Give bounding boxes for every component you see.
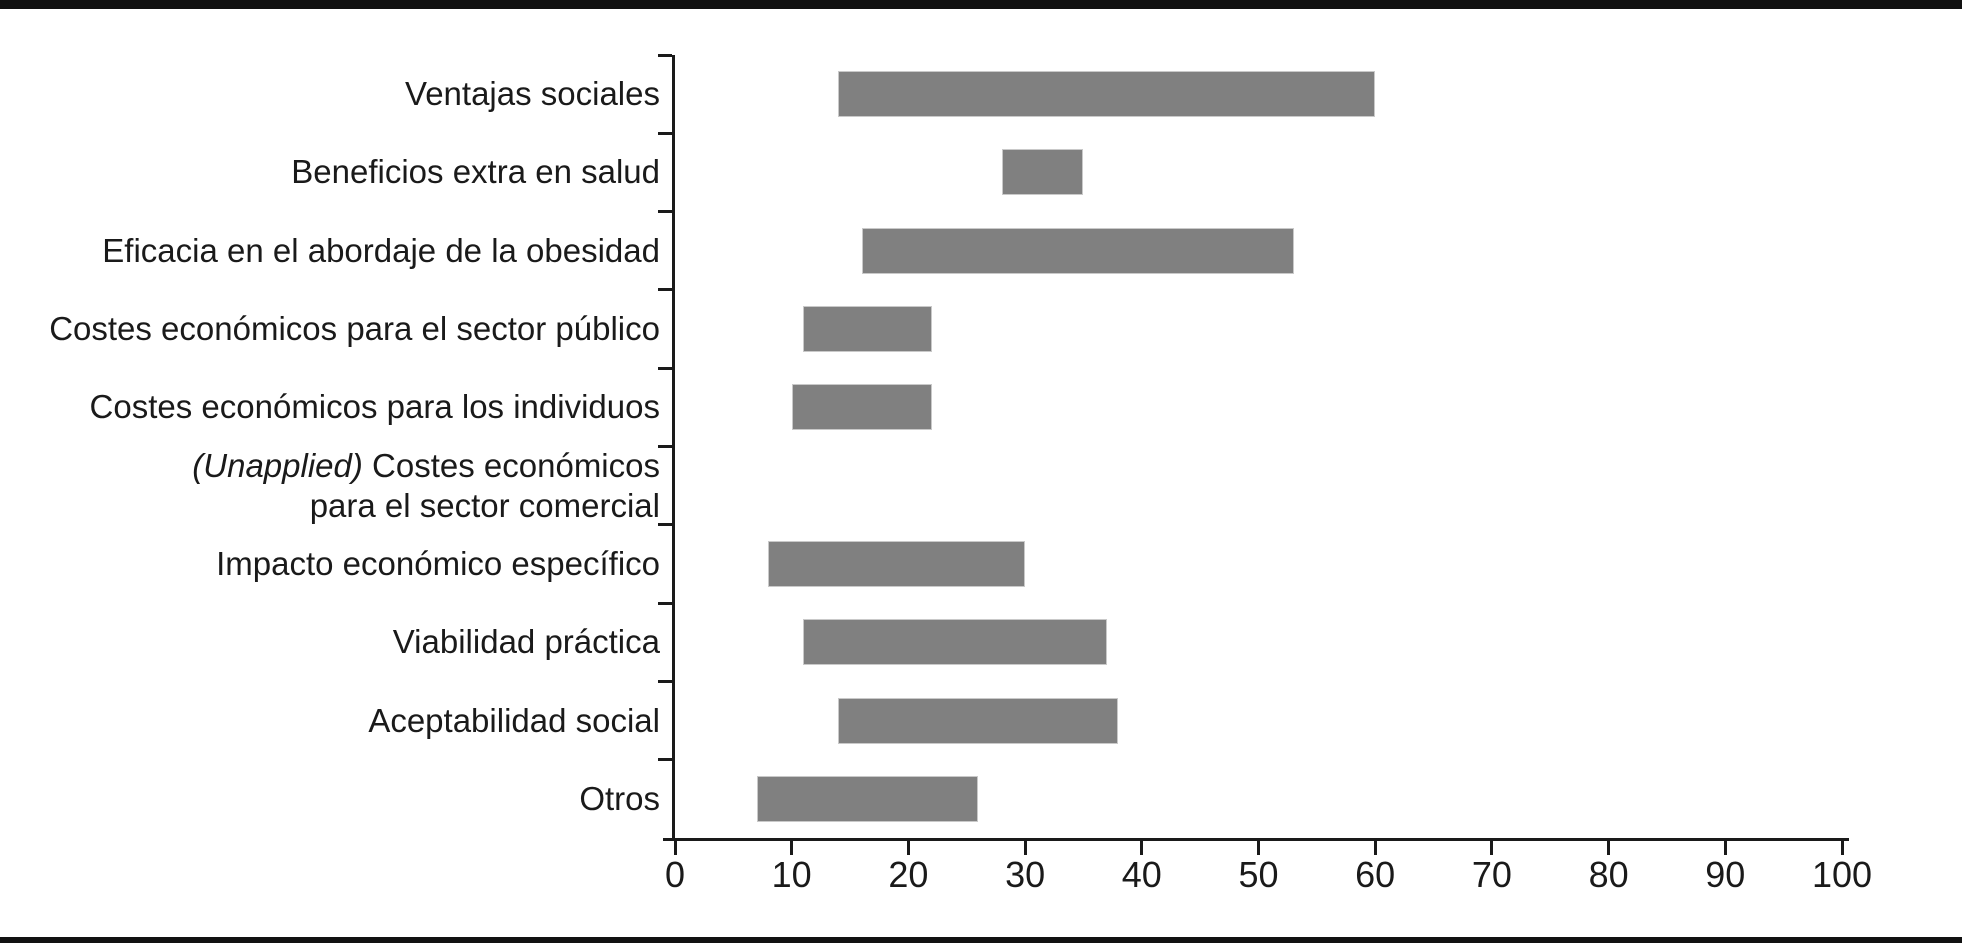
x-tick-label: 30 — [1005, 854, 1046, 895]
category-label-line: Ventajas sociales — [405, 75, 660, 113]
y-axis-line — [672, 55, 675, 838]
x-axis-tick — [1490, 841, 1494, 855]
x-axis-tick — [790, 841, 794, 855]
y-axis-tick — [658, 53, 672, 57]
category-label: Ventajas sociales — [405, 74, 660, 114]
y-axis-tick — [658, 601, 672, 605]
category-label: Aceptabilidad social — [368, 701, 660, 741]
category-label: Beneficios extra en salud — [291, 152, 660, 192]
y-axis-tick — [658, 445, 672, 448]
x-axis-tick — [1607, 841, 1611, 855]
x-axis-tick — [673, 841, 677, 855]
x-tick-label: 80 — [1588, 854, 1629, 895]
x-tick-label: 100 — [1811, 854, 1873, 895]
y-axis-tick — [658, 523, 672, 527]
x-tick-label: 40 — [1121, 854, 1162, 895]
x-axis-tick — [1840, 841, 1844, 855]
range-bar — [768, 540, 1026, 587]
y-axis-tick — [658, 679, 672, 683]
x-tick-label: 10 — [771, 854, 812, 895]
category-label-line: Otros — [579, 779, 660, 817]
category-label-italic-prefix: (Unapplied) — [192, 446, 363, 484]
range-bar — [803, 306, 932, 353]
x-axis-tick — [1140, 841, 1144, 855]
category-label-text: Costes económicos — [362, 446, 660, 484]
top-rule — [0, 0, 1962, 9]
category-label: Eficacia en el abordaje de la obesidad — [102, 231, 660, 271]
category-label: Otros — [579, 779, 660, 819]
y-axis-tick — [658, 758, 672, 762]
x-axis-tick — [1257, 841, 1260, 855]
x-axis-line — [663, 838, 1849, 841]
category-label-line: Beneficios extra en salud — [291, 153, 660, 191]
category-label-line: (Unapplied) Costes económicos — [192, 446, 660, 486]
range-bar — [1001, 149, 1084, 196]
x-axis-tick — [906, 841, 910, 855]
range-bar — [803, 619, 1107, 666]
category-label-line: Impacto económico específico — [216, 544, 660, 582]
x-tick-label: 0 — [664, 854, 686, 895]
category-label: Impacto económico específico — [216, 544, 660, 584]
x-tick-label: 50 — [1238, 854, 1279, 895]
category-label-line: Viabilidad práctica — [392, 623, 660, 661]
category-label: Costes económicos para el sector público — [49, 309, 660, 349]
x-tick-label: 60 — [1355, 854, 1396, 895]
y-axis-tick — [658, 366, 672, 370]
x-axis-tick — [1723, 841, 1727, 855]
range-bar — [756, 775, 979, 822]
category-label: Costes económicos para los individuos — [90, 387, 660, 427]
category-label-line: Costes económicos para los individuos — [89, 388, 660, 426]
range-bar — [838, 697, 1119, 744]
category-label-line: para el sector comercial — [309, 486, 660, 524]
y-axis-tick — [658, 131, 672, 135]
category-label-line: Costes económicos para el sector público — [49, 310, 660, 348]
range-bar — [838, 71, 1376, 118]
category-label: (Unapplied) Costes económicos para el sec… — [192, 446, 660, 526]
bottom-rule — [0, 937, 1962, 943]
x-tick-label: 90 — [1705, 854, 1746, 895]
range-bar — [791, 384, 932, 431]
x-axis-tick — [1023, 841, 1027, 855]
category-label: Viabilidad práctica — [393, 622, 660, 662]
range-bar — [861, 227, 1294, 274]
y-axis-tick — [658, 210, 672, 214]
category-label-line: Eficacia en el abordaje de la obesidad — [102, 231, 660, 269]
x-axis-tick — [1373, 841, 1377, 855]
y-axis-tick — [658, 288, 672, 292]
x-tick-label: 20 — [888, 854, 929, 895]
category-label-line: Aceptabilidad social — [368, 701, 660, 739]
x-tick-label: 70 — [1471, 854, 1512, 895]
